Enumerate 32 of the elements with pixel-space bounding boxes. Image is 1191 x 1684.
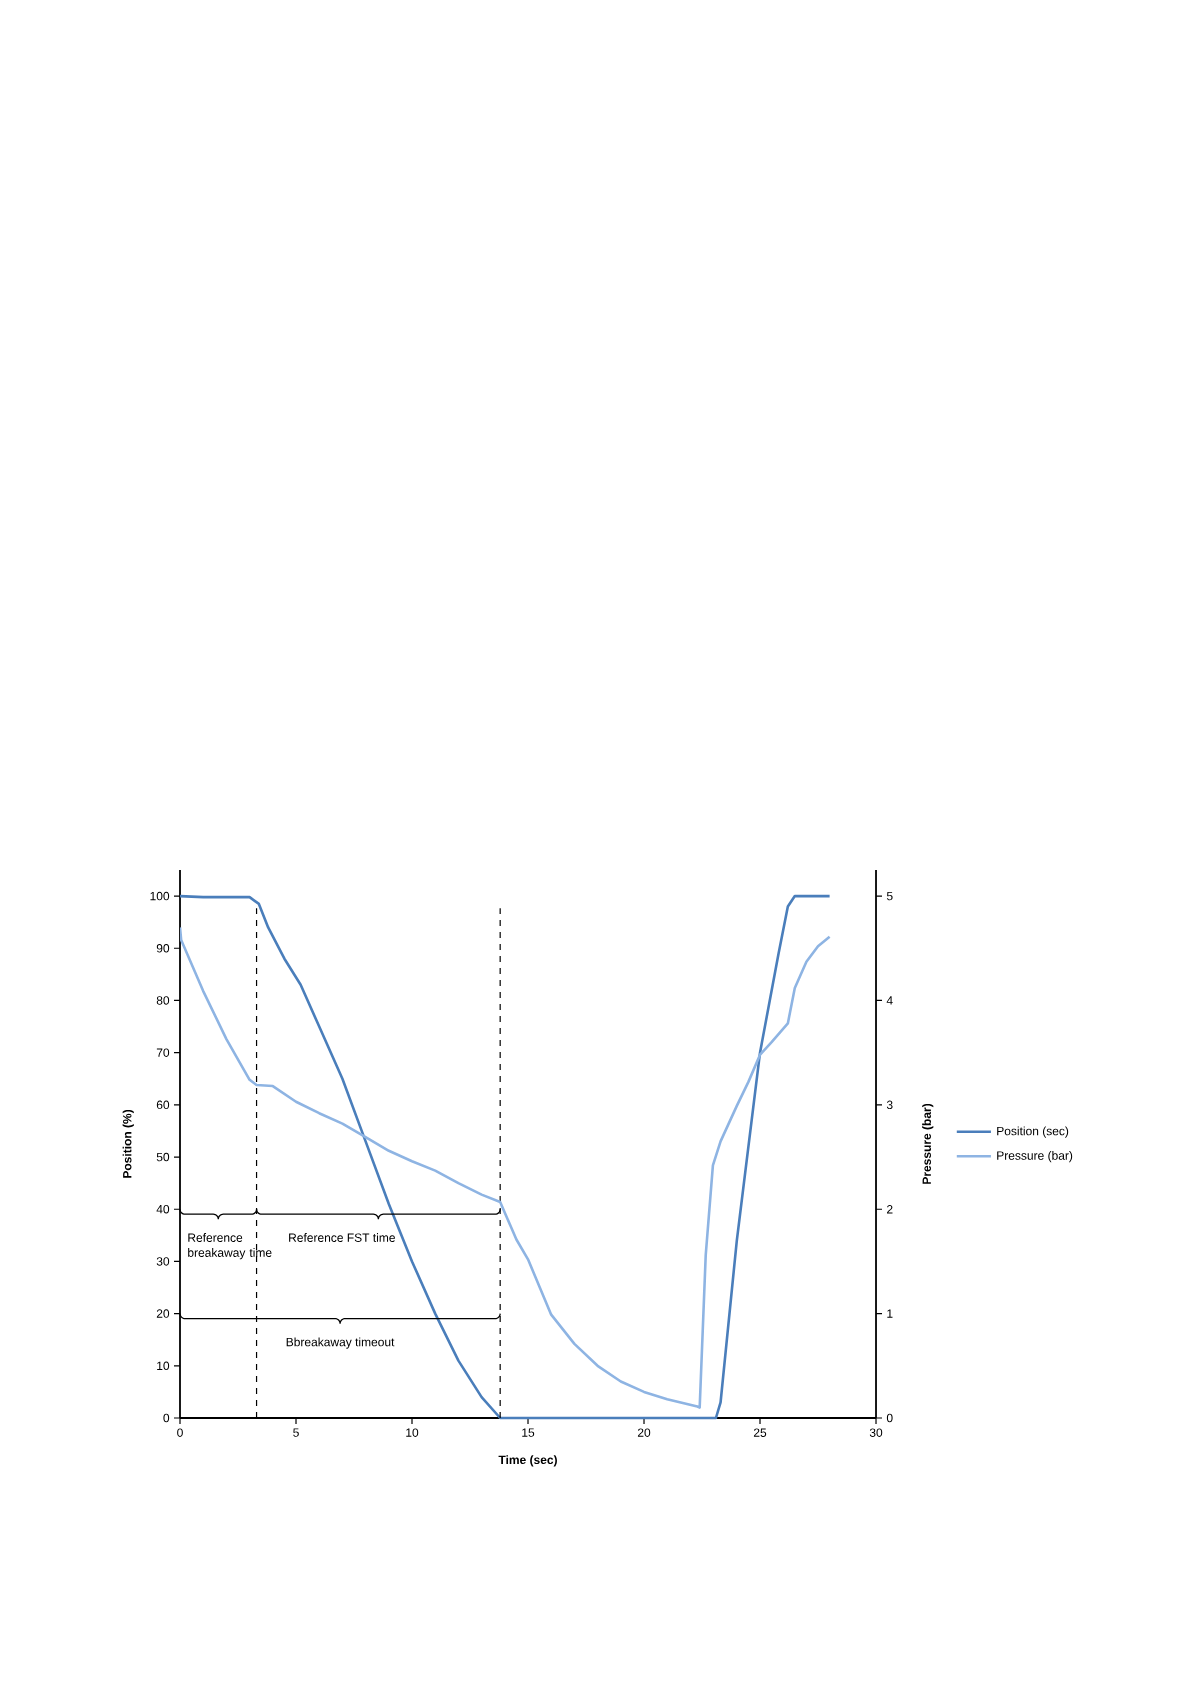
y-tick-label: 30 <box>156 1257 170 1266</box>
x-tick-label: 0 <box>177 1428 183 1437</box>
y-tick-label: 90 <box>156 944 170 953</box>
x-tick-label: 25 <box>753 1428 767 1437</box>
y2-tick-label: 0 <box>886 1413 893 1423</box>
legend-label: Pressure (bar) <box>997 1150 1073 1163</box>
y-tick-label: 40 <box>156 1204 170 1214</box>
x-tick-label: 30 <box>869 1428 883 1437</box>
y-tick-label: 100 <box>150 891 170 901</box>
annotation: Reference breakaway time <box>188 1233 272 1260</box>
y-tick-label: 20 <box>156 1309 170 1318</box>
y-axis-title: Position (%) <box>122 1109 134 1178</box>
annotation: Bbreakaway timeout <box>286 1337 395 1349</box>
legend-label: Position (sec) <box>997 1126 1069 1138</box>
y2-axis-title: Pressure (bar) <box>922 1103 934 1184</box>
y2-tick-label: 5 <box>886 891 893 901</box>
x-tick-label: 5 <box>293 1428 299 1437</box>
y2-tick-label: 2 <box>887 1205 893 1214</box>
x-tick-label: 10 <box>406 1428 419 1437</box>
y-tick-label: 0 <box>163 1413 170 1423</box>
y2-tick-label: 1 <box>887 1309 893 1318</box>
y2-tick-label: 4 <box>886 996 893 1005</box>
y-tick-label: 10 <box>157 1361 170 1371</box>
annotation: Reference FST time <box>289 1233 395 1242</box>
y2-tick-label: 3 <box>886 1100 893 1110</box>
y-tick-label: 70 <box>156 1048 170 1057</box>
y-tick-label: 80 <box>156 996 170 1005</box>
x-tick-label: 20 <box>637 1428 651 1437</box>
x-tick-label: 15 <box>522 1428 535 1437</box>
y-tick-label: 50 <box>156 1152 170 1162</box>
x-axis-title: Time (sec) <box>498 1455 557 1467</box>
y-tick-label: 60 <box>156 1100 170 1110</box>
